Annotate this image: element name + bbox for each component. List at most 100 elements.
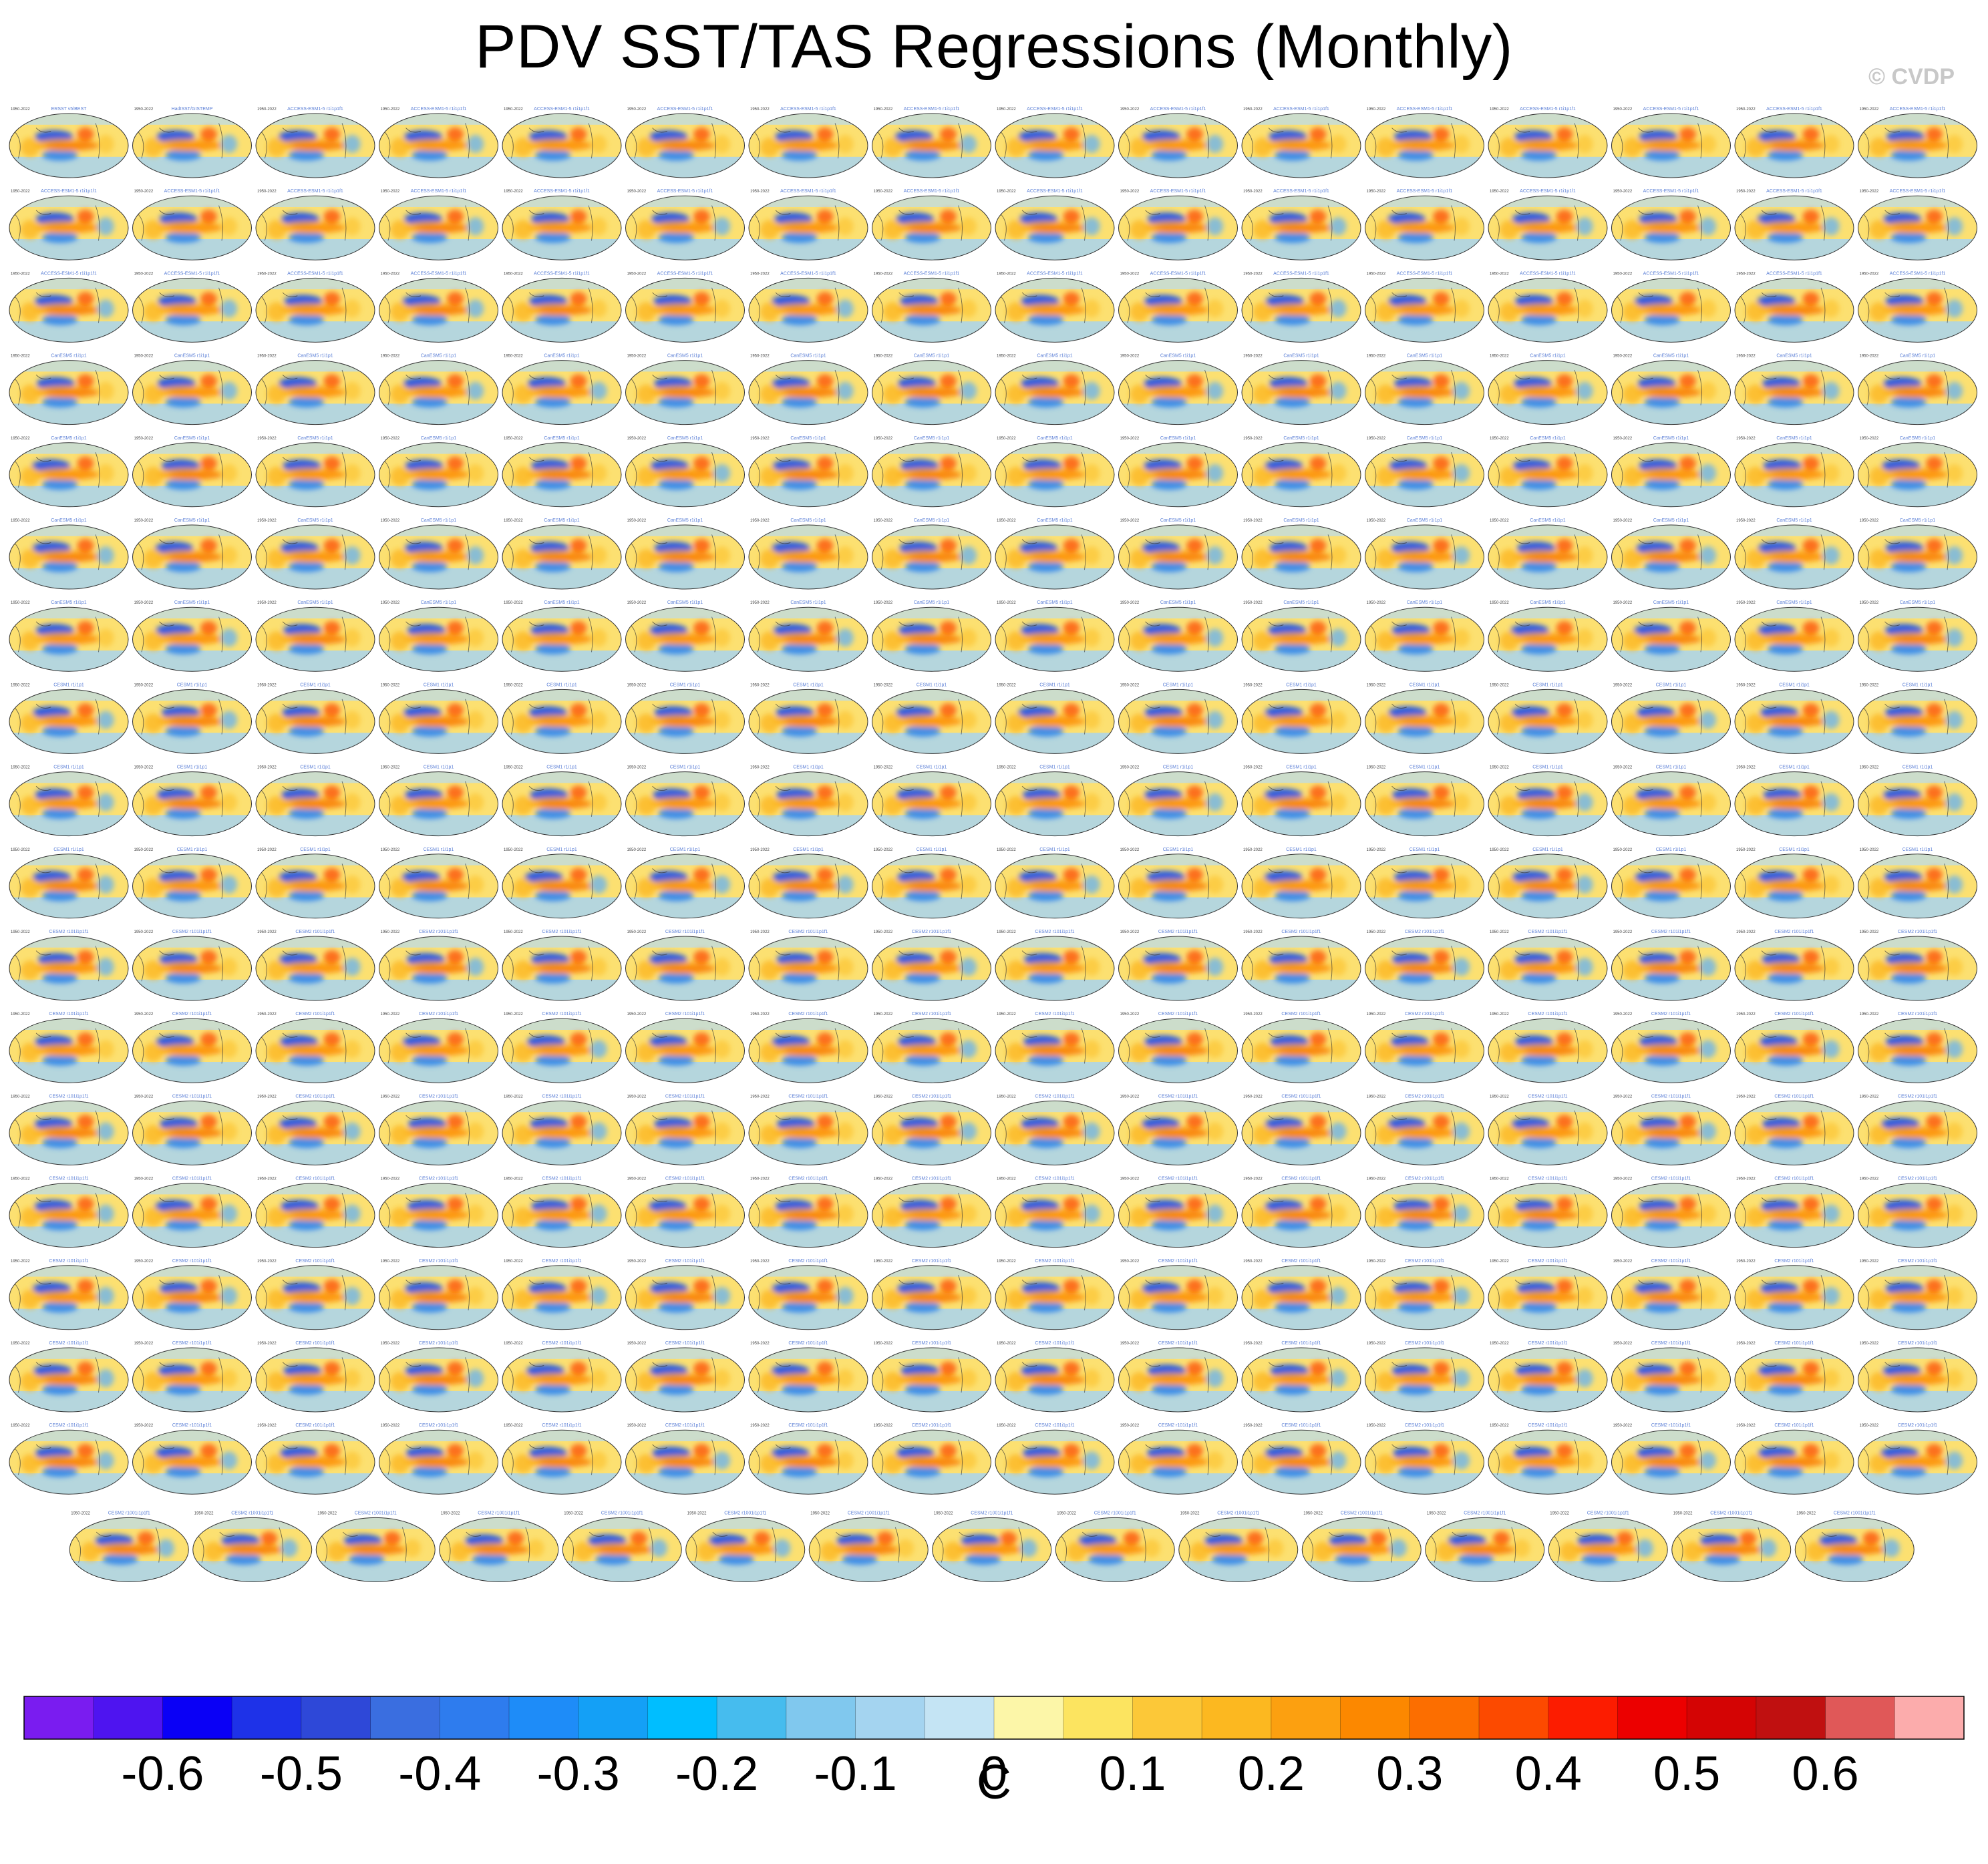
map-panel-title: CESM1 r1i1p1: [53, 848, 84, 852]
map-panel-date-range: 1950-2022: [134, 930, 154, 934]
map-panel: CESM2 r101i1p1f1 1950-2022: [1858, 1094, 1977, 1165]
map-panel-title: ACCESS-ESM1-5 r1i1p1f1: [780, 107, 836, 112]
map-panel-title: CESM1 r1i1p1: [1039, 683, 1070, 687]
colorbar-box: [301, 1696, 371, 1739]
map-panel-date-range: 1950-2022: [1736, 930, 1756, 934]
map-panel: CanESM5 r1i1p1 1950-2022: [995, 518, 1115, 590]
map-panel-title: CanESM5 r1i1p1: [790, 600, 826, 605]
map-panel-title: CESM2 r101i1p1f1: [1898, 1012, 1937, 1016]
map-panel-date-range: 1950-2022: [627, 1095, 647, 1099]
map-panel-title: HadISST/GISTEMP: [172, 107, 213, 112]
map-panel-date-range: 1950-2022: [1490, 848, 1509, 852]
map-panel-title: ACCESS-ESM1-5 r1i1p1f1: [1643, 271, 1699, 276]
map-panel-title: CESM2 r101i1p1f1: [419, 1012, 458, 1016]
map-panel-title: ACCESS-ESM1-5 r1i1p1f1: [657, 107, 713, 112]
map-panel-date-range: 1950-2022: [997, 355, 1016, 359]
map-panel: CanESM5 r1i1p1 1950-2022: [748, 436, 868, 508]
colorbar-box: [1271, 1696, 1341, 1739]
map-panel: ACCESS-ESM1-5 r1i1p1f1 1950-2022: [379, 107, 498, 178]
map-panel-date-range: 1950-2022: [504, 1177, 523, 1181]
map-panel-title: CESM2 r101i1p1f1: [1774, 930, 1814, 934]
map-panel-date-range: 1950-2022: [997, 766, 1016, 770]
map-panel: CanESM5 r1i1p1 1950-2022: [1734, 436, 1854, 508]
map-panel-date-range: 1950-2022: [11, 1260, 30, 1264]
colorbar-box: [1756, 1696, 1826, 1739]
map-panel-date-range: 1950-2022: [1860, 272, 1879, 276]
colorbar-box: [1410, 1696, 1480, 1739]
map-panel-title: CESM2 r101i1p1f1: [1158, 1177, 1198, 1181]
map-panel: CESM2 r101i1p1f1 1950-2022: [1611, 1177, 1731, 1248]
map-panel-date-range: 1950-2022: [874, 272, 893, 276]
map-panel-title: ACCESS-ESM1-5 r1i1p1f1: [164, 189, 220, 194]
map-panel-date-range: 1950-2022: [1120, 519, 1140, 523]
map-panel-title: ACCESS-ESM1-5 r1i1p1f1: [41, 189, 97, 194]
map-panel-date-range: 1950-2022: [1736, 519, 1756, 523]
map-panel-date-range: 1950-2022: [1120, 1177, 1140, 1181]
map-panel-date-range: 1950-2022: [874, 355, 893, 359]
colorbar-box: [925, 1696, 995, 1739]
colorbar-box: [1617, 1696, 1687, 1739]
map-panel-date-range: 1950-2022: [997, 1012, 1016, 1016]
map-panel-title: ACCESS-ESM1-5 r1i1p1f1: [780, 271, 836, 276]
map-panel: CESM2 r101i1p1f1 1950-2022: [9, 1094, 129, 1165]
map-panel-date-range: 1950-2022: [627, 437, 647, 441]
map-panel-title: CanESM5 r1i1p1: [174, 436, 210, 441]
map-panel-title: CESM1 r1i1p1: [177, 683, 208, 687]
map-panel-title: CESM2 r101i1p1f1: [172, 1094, 212, 1099]
map-panel-title: CanESM5 r1i1p1: [667, 600, 703, 605]
map-panel-date-range: 1950-2022: [134, 683, 154, 687]
map-panel-date-range: 1950-2022: [1243, 601, 1263, 605]
map-panel: CanESM5 r1i1p1 1950-2022: [1365, 354, 1484, 425]
colorbar-box: [1548, 1696, 1618, 1739]
map-panel-title: CESM2 r101i1p1f1: [1528, 1094, 1567, 1099]
map-panel-title: CESM1 r1i1p1: [300, 683, 331, 687]
map-panel: CESM2 r101i1p1f1 1950-2022: [1241, 1177, 1361, 1248]
map-panel-date-range: 1950-2022: [134, 1095, 154, 1099]
map-panel: ACCESS-ESM1-5 r1i1p1f1 1950-2022: [748, 271, 868, 343]
map-panel-title: CanESM5 r1i1p1: [1160, 354, 1196, 359]
map-panel-title: CESM2 r101i1p1f1: [665, 930, 705, 934]
map-panel-title: CanESM5 r1i1p1: [1037, 518, 1072, 523]
map-panel: CanESM5 r1i1p1 1950-2022: [502, 518, 622, 590]
map-panel: CESM2 r101i1p1f1 1950-2022: [502, 930, 622, 1001]
map-panel-title: CESM2 r101i1p1f1: [1651, 1177, 1691, 1181]
map-panel-date-range: 1950-2022: [627, 1177, 647, 1181]
map-panel-date-range: 1950-2022: [997, 519, 1016, 523]
map-panel-title: CanESM5 r1i1p1: [1530, 436, 1565, 441]
map-panel-date-range: 1950-2022: [1860, 601, 1879, 605]
map-panel-date-range: 1950-2022: [750, 1012, 770, 1016]
map-panel: CESM2 r101i1p1f1 1950-2022: [1611, 930, 1731, 1001]
map-panel: ACCESS-ESM1-5 r1i1p1f1 1950-2022: [1365, 189, 1484, 260]
map-panel: CESM1 r1i1p1 1950-2022: [132, 683, 252, 754]
map-panel: ACCESS-ESM1-5 r1i1p1f1 1950-2022: [1611, 107, 1731, 178]
map-panel-date-range: 1950-2022: [1613, 272, 1633, 276]
map-panel-title: CESM1 r1i1p1: [917, 765, 947, 770]
map-panel-title: ACCESS-ESM1-5 r1i1p1f1: [657, 189, 713, 194]
map-panel-title: ERSST v5/BEST: [51, 107, 88, 112]
map-panel: CESM2 r101i1p1f1 1950-2022: [1858, 1012, 1977, 1083]
map-panel-date-range: 1950-2022: [1120, 190, 1140, 194]
map-panel-title: CESM2 r101i1p1f1: [419, 1259, 458, 1264]
map-panel-title: ACCESS-ESM1-5 r1i1p1f1: [1643, 107, 1699, 112]
map-panel-title: CanESM5 r1i1p1: [1653, 354, 1689, 359]
colorbar-box: [1894, 1696, 1965, 1739]
map-panel-date-range: 1950-2022: [1367, 519, 1386, 523]
map-panel-date-range: 1950-2022: [257, 355, 277, 359]
map-panel-title: CanESM5 r1i1p1: [914, 354, 949, 359]
map-panel-title: CESM1 r1i1p1: [1656, 848, 1687, 852]
map-panel-date-range: 1950-2022: [257, 1260, 277, 1264]
map-panel-date-range: 1950-2022: [1490, 272, 1509, 276]
map-panel: CanESM5 r1i1p1 1950-2022: [1365, 600, 1484, 672]
map-panel-date-range: 1950-2022: [381, 683, 400, 687]
map-panel-title: ACCESS-ESM1-5 r1i1p1f1: [534, 189, 590, 194]
map-panel-title: ACCESS-ESM1-5 r1i1p1f1: [1890, 107, 1946, 112]
map-panel-title: CESM2 r101i1p1f1: [172, 1259, 212, 1264]
map-panel-date-range: 1950-2022: [1490, 766, 1509, 770]
map-panel-date-range: 1950-2022: [874, 519, 893, 523]
map-panel: CanESM5 r1i1p1 1950-2022: [1241, 354, 1361, 425]
map-panel-title: CESM2 r101i1p1f1: [1528, 1177, 1567, 1181]
map-panel-title: CanESM5 r1i1p1: [1407, 354, 1442, 359]
map-panel-title: CanESM5 r1i1p1: [914, 436, 949, 441]
map-panel: CESM1 r1i1p1 1950-2022: [1241, 848, 1361, 919]
map-panel-title: CESM2 r101i1p1f1: [1035, 930, 1074, 934]
